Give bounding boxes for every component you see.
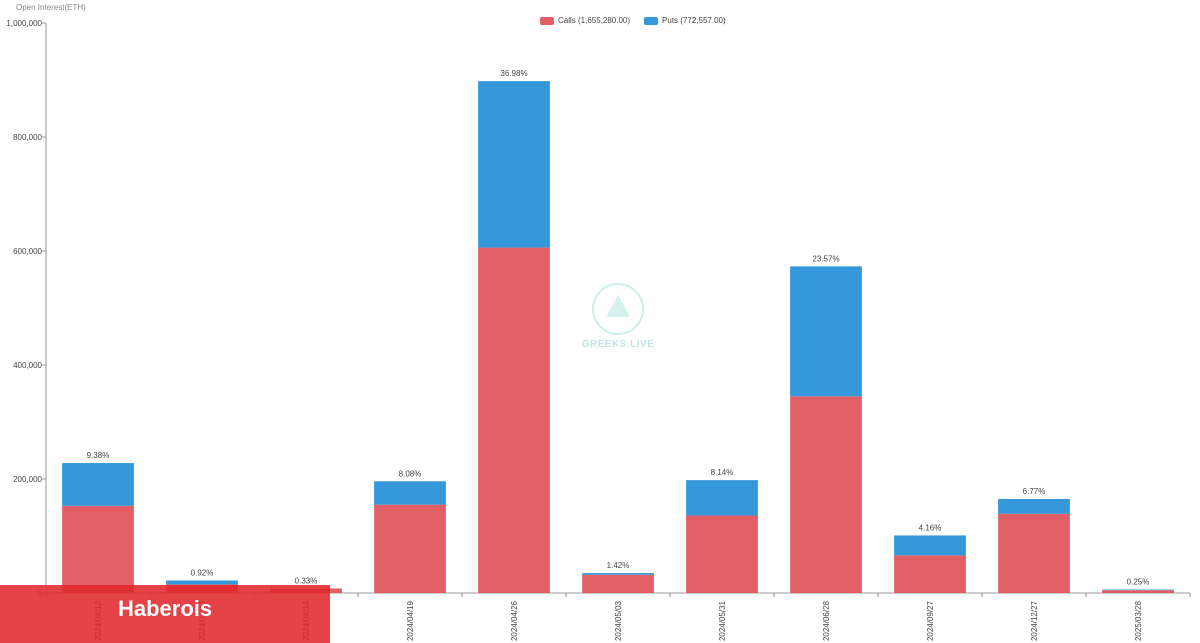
y-tick-label: 800,000: [13, 133, 42, 142]
overlay-banner: Haberois: [0, 585, 330, 643]
bar-puts: [894, 535, 966, 556]
data-label: 23.57%: [812, 254, 839, 263]
bar-calls: [894, 555, 966, 593]
x-tick-label: 2024/04/19: [406, 600, 415, 641]
bar-calls: [790, 396, 862, 593]
legend-item-calls[interactable]: Calls (1,655,280.00): [540, 16, 630, 25]
legend-puts-label: Puts (772,557.00): [662, 16, 726, 25]
y-axis-title: Open Interest(ETH): [16, 3, 86, 12]
bar-calls: [582, 574, 654, 593]
bar-calls: [686, 515, 758, 593]
x-tick-label: 2024/05/31: [718, 600, 727, 641]
data-label: 9.38%: [87, 451, 110, 460]
banner-text: Haberois: [118, 596, 213, 621]
bar-calls: [998, 513, 1070, 593]
legend: Calls (1,655,280.00) Puts (772,557.00): [540, 16, 726, 25]
x-tick-label: 2024/06/28: [822, 600, 831, 641]
bar-puts: [582, 573, 654, 575]
data-label: 36.98%: [500, 69, 527, 78]
calls-swatch: [540, 16, 554, 25]
data-label: 8.08%: [399, 469, 422, 478]
x-tick-label: 2024/09/27: [926, 600, 935, 641]
bar-calls: [374, 504, 446, 593]
bar-puts: [478, 81, 550, 248]
x-tick-label: 2024/12/27: [1030, 600, 1039, 641]
y-tick-label: 400,000: [13, 361, 42, 370]
bar-puts: [998, 498, 1070, 514]
x-tick-label: 2025/03/28: [1134, 600, 1143, 641]
puts-swatch: [644, 16, 659, 25]
bar-puts: [1102, 589, 1174, 591]
bar-puts: [790, 266, 862, 397]
bar-calls: [62, 505, 134, 593]
data-label: 0.92%: [191, 568, 214, 577]
data-label: 6.77%: [1023, 487, 1046, 496]
data-label: 1.42%: [607, 561, 630, 570]
x-tick-label: 2024/05/03: [614, 600, 623, 641]
bar-calls: [1102, 590, 1174, 593]
bar-puts: [374, 481, 446, 505]
bar-puts: [62, 463, 134, 506]
bar-calls: [478, 247, 550, 593]
legend-calls-label: Calls (1,655,280.00): [558, 16, 631, 25]
data-label: 0.25%: [1127, 578, 1150, 587]
bar-puts: [686, 480, 758, 516]
watermark-text: GREEKS.LIVE: [581, 339, 655, 350]
watermark: GREEKS.LIVE: [578, 283, 658, 350]
y-tick-label: 1,000,000: [6, 19, 42, 28]
data-label: 8.14%: [711, 468, 734, 477]
bar-puts: [166, 580, 238, 585]
x-tick-label: 2024/04/26: [510, 600, 519, 641]
data-label: 4.16%: [919, 523, 942, 532]
y-tick-label: 200,000: [13, 475, 42, 484]
y-tick-label: 600,000: [13, 247, 42, 256]
data-label: 0.33%: [295, 576, 318, 585]
legend-item-puts[interactable]: Puts (772,557.00): [644, 16, 726, 25]
greeks-live-logo-icon: [592, 283, 644, 335]
